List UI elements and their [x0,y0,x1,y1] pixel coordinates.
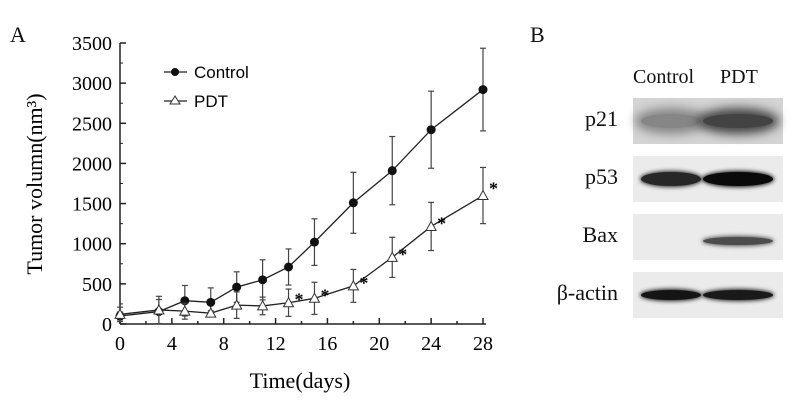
data-point-control [284,262,294,272]
data-point-control [309,237,319,247]
x-tick-label: 12 [266,333,286,355]
blot-band [641,172,701,186]
x-axis-label: Time(days) [250,368,351,393]
y-tick-label: 1000 [72,234,112,256]
data-point-pdt [178,305,191,316]
blot-column-control: Control [633,66,695,88]
y-tick-label: 3000 [72,73,112,95]
data-point-control [232,282,242,292]
y-tick-label: 500 [82,274,112,296]
y-tick-label: 0 [102,314,112,336]
significance-marker: * [398,244,407,264]
data-point-pdt [153,303,165,315]
blot-band [641,114,701,128]
legend-label-pdt: PDT [194,92,228,111]
blot-band [703,237,773,245]
x-tick-label: 24 [421,333,441,355]
data-point-control [478,85,488,95]
data-point-pdt [256,299,269,311]
data-point-pdt [282,296,295,308]
legend-marker-pdt [169,95,181,105]
blot-row-label: p21 [585,106,618,131]
y-tick-label: 2500 [72,113,112,135]
significance-marker: * [295,290,304,310]
significance-marker: * [320,285,329,305]
blot-band [703,114,773,128]
y-tick-label: 2000 [72,153,112,175]
data-point-control [426,125,436,135]
data-point-pdt [347,279,360,291]
y-axis-label: Tumor volumn(nm³) [22,93,47,274]
data-point-control [348,198,358,208]
x-tick-label: 0 [115,333,125,355]
blot-strip-β-actin [633,272,783,318]
data-point-pdt [204,307,217,318]
data-point-pdt [477,189,489,201]
significance-marker: * [489,179,498,199]
series-line-control [119,89,484,317]
x-tick-label: 4 [167,333,177,355]
x-tick-label: 8 [219,333,229,355]
data-point-control [206,297,216,307]
legend-marker-control [171,68,179,76]
y-tick-label: 1500 [72,194,112,216]
blot-row-label: Bax [582,222,618,247]
data-point-pdt [308,292,321,303]
data-point-pdt [114,308,126,319]
blot-strip-Bax [633,214,783,260]
tumor-volume-chart: 0 500 1000 1500 2000 2500 3000 3500 0 4 8 12 16 20 24 2… [22,33,498,393]
blot-strip-p53 [633,156,783,202]
blot-strip-p21 [633,98,783,144]
x-tick-label: 20 [369,333,389,355]
panel-a-label: A [10,22,26,47]
blot-band [703,172,773,186]
blot-band [641,290,701,300]
legend-label-control: Control [194,63,249,82]
data-point-control [258,275,268,285]
significance-marker: * [359,273,368,293]
x-tick-label: 16 [317,333,337,355]
data-point-pdt [386,251,399,262]
data-point-control [387,166,397,176]
data-point-pdt [230,299,243,310]
panel-b-label: B [530,22,545,47]
blot-row-label: β-actin [556,280,618,305]
x-tick-label: 28 [473,333,493,355]
blot-band [703,290,773,300]
data-point-pdt [425,220,437,231]
blot-column-pdt: PDT [720,66,758,88]
significance-marker: * [437,213,446,233]
blot-row-label: p53 [585,164,618,189]
series-line-pdt [119,194,484,316]
y-tick-label: 3500 [72,33,112,55]
